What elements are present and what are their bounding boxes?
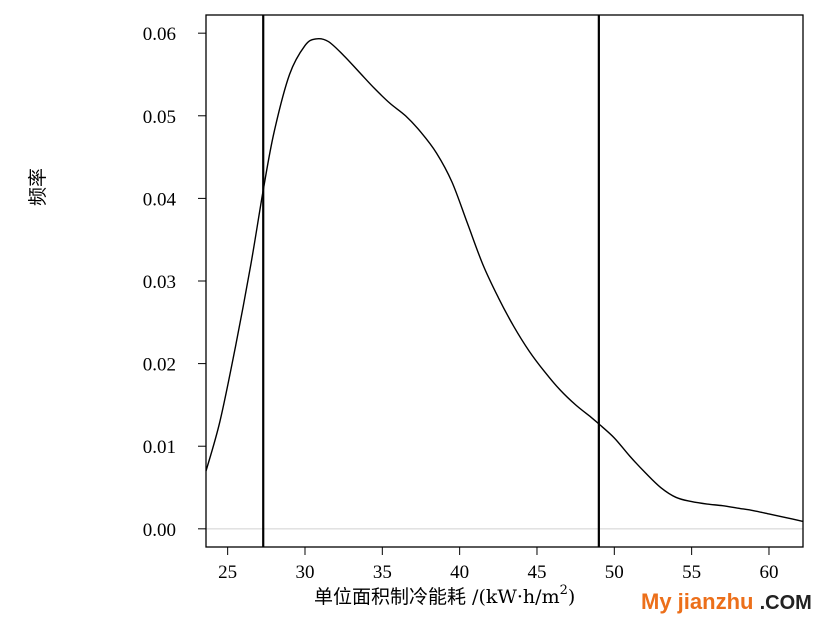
x-tick-label: 30	[295, 562, 314, 583]
x-tick-label: 25	[218, 562, 237, 583]
y-tick-label: 0.03	[143, 272, 176, 293]
watermark-main-text: My jianzhu	[641, 589, 754, 614]
plot-area: 25 30 35 40 45 50 55 60 0.00 0.01 0.02 0.03 0.04 0.05…	[143, 14, 804, 583]
y-axis-title: 频率	[27, 168, 49, 206]
x-tick-label: 55	[682, 562, 701, 583]
y-tick-label: 0.04	[143, 189, 177, 210]
y-tick-label: 0.05	[143, 107, 176, 128]
y-tick-label: 0.02	[143, 355, 176, 376]
plot-frame	[205, 14, 804, 548]
x-axis-title: 单位面积制冷能耗 /(kW·h/m2)	[314, 583, 575, 608]
x-tick-label: 40	[450, 562, 469, 583]
watermark-suffix-text: .COM	[759, 592, 812, 614]
density-curve	[205, 37, 804, 523]
y-tick-label: 0.06	[143, 24, 176, 45]
x-tick-label: 35	[373, 562, 392, 583]
x-tick-label: 45	[527, 562, 546, 583]
site-watermark: My jianzhu .COM	[641, 589, 812, 615]
y-tick-label: 0.01	[143, 437, 176, 458]
x-tick-label: 50	[605, 562, 624, 583]
y-tick-label: 0.00	[143, 520, 176, 541]
x-tick-label: 60	[759, 562, 778, 583]
